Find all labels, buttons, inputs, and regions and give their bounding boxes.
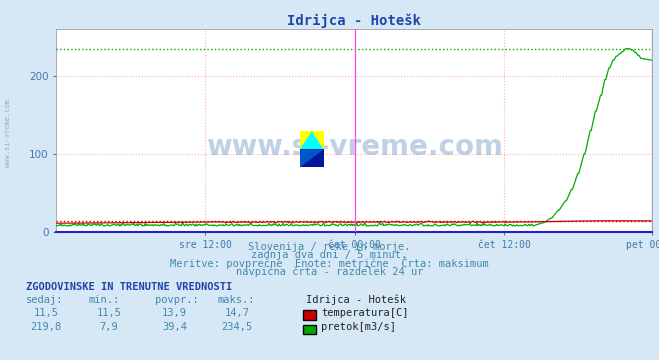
Title: Idrijca - Hotešk: Idrijca - Hotešk <box>287 13 421 28</box>
Text: min.:: min.: <box>89 295 120 305</box>
Text: www.si-vreme.com: www.si-vreme.com <box>5 99 11 167</box>
Text: navpična črta - razdelek 24 ur: navpična črta - razdelek 24 ur <box>236 266 423 277</box>
Text: zadnja dva dni / 5 minut.: zadnja dva dni / 5 minut. <box>251 251 408 261</box>
Text: Idrijca - Hotešk: Idrijca - Hotešk <box>306 294 407 305</box>
Text: 11,5: 11,5 <box>96 308 121 318</box>
Polygon shape <box>300 149 324 167</box>
Text: ZGODOVINSKE IN TRENUTNE VREDNOSTI: ZGODOVINSKE IN TRENUTNE VREDNOSTI <box>26 282 233 292</box>
Text: www.si-vreme.com: www.si-vreme.com <box>206 133 503 161</box>
Text: 14,7: 14,7 <box>225 308 250 318</box>
Text: maks.:: maks.: <box>217 295 255 305</box>
Text: Slovenija / reke in morje.: Slovenija / reke in morje. <box>248 242 411 252</box>
Text: 219,8: 219,8 <box>30 323 62 333</box>
Text: pretok[m3/s]: pretok[m3/s] <box>321 323 396 333</box>
Text: 39,4: 39,4 <box>162 323 187 333</box>
Polygon shape <box>300 131 324 149</box>
Text: Meritve: povprečne  Enote: metrične  Črta: maksimum: Meritve: povprečne Enote: metrične Črta:… <box>170 257 489 269</box>
Text: 11,5: 11,5 <box>34 308 59 318</box>
Text: 13,9: 13,9 <box>162 308 187 318</box>
Text: temperatura[C]: temperatura[C] <box>321 308 409 318</box>
Text: sedaj:: sedaj: <box>26 295 64 305</box>
Polygon shape <box>300 149 324 167</box>
Polygon shape <box>300 131 324 149</box>
Text: povpr.:: povpr.: <box>155 295 198 305</box>
Text: 234,5: 234,5 <box>221 323 253 333</box>
Text: 7,9: 7,9 <box>100 323 118 333</box>
